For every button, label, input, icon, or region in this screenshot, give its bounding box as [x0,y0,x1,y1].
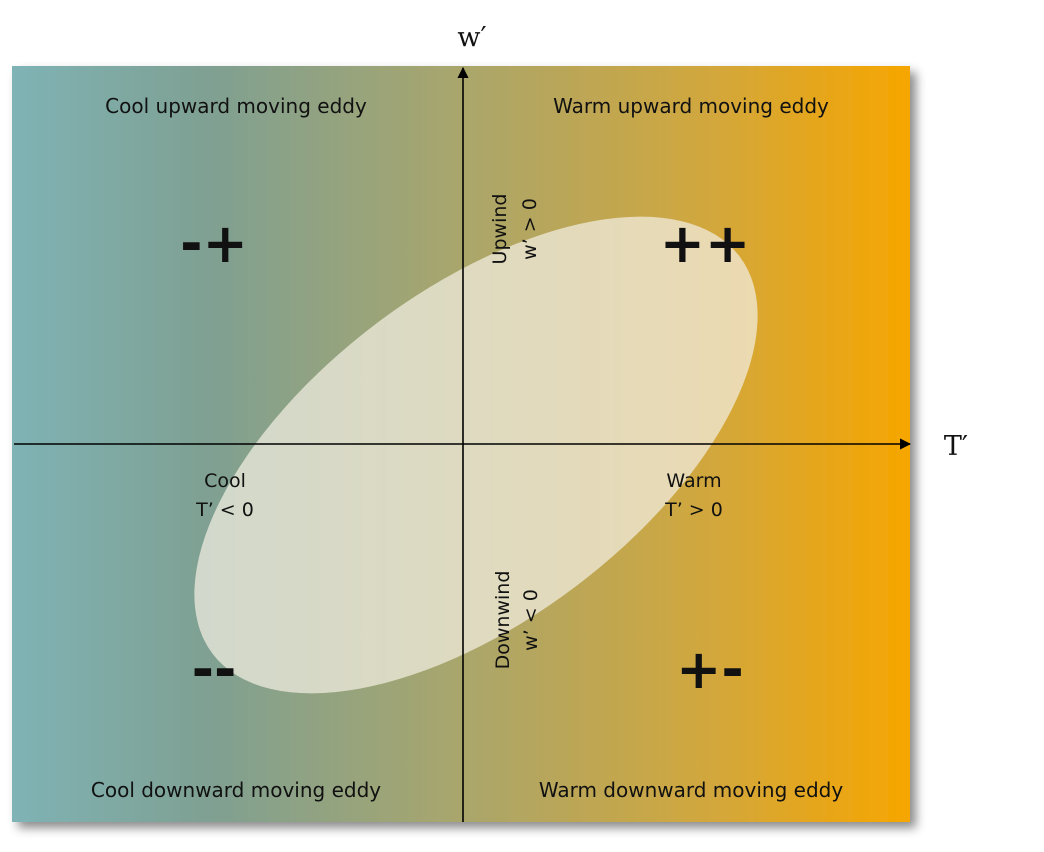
cool-label: Cool [204,470,246,492]
bottom-right-title: Warm downward moving eddy [539,778,844,802]
warm-condition: T’ > 0 [664,499,723,521]
horizontal-axis-label: T′ [944,431,968,462]
upwind-label: Upwind [489,194,511,265]
warm-label: Warm [666,470,721,492]
top-right-title: Warm upward moving eddy [553,94,829,118]
bottom-right-sign: +- [676,638,744,701]
downwind-annotation: Downwind w’ < 0 [492,571,542,670]
downwind-label: Downwind [492,571,514,670]
correlation-ellipse [194,216,758,694]
bottom-left-sign: -- [192,638,237,701]
upwind-condition: w’ > 0 [519,198,541,260]
top-left-title: Cool upward moving eddy [105,94,367,118]
cool-condition: T’ < 0 [195,499,254,521]
top-left-sign: -+ [180,212,248,275]
vertical-axis-label: w′ [457,22,486,53]
top-right-sign: ++ [660,212,751,275]
downwind-condition: w’ < 0 [520,589,542,651]
bottom-left-title: Cool downward moving eddy [91,778,381,802]
upwind-annotation: Upwind w’ > 0 [489,194,541,265]
